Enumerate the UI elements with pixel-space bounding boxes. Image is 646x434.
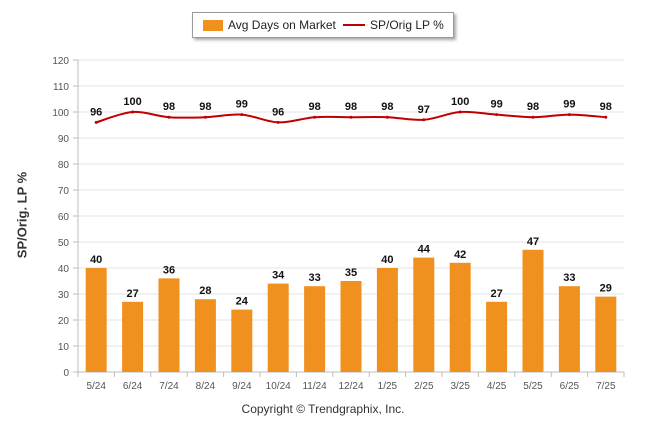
line-point	[349, 115, 353, 119]
line-value-label: 98	[527, 101, 539, 113]
bar	[413, 257, 435, 372]
line-point	[604, 115, 608, 119]
y-tick-label: 120	[52, 56, 69, 67]
line-value-label: 98	[199, 101, 211, 113]
bar	[522, 249, 544, 372]
bar	[194, 299, 216, 372]
x-tick-label: 1/25	[378, 381, 398, 392]
y-tick-label: 100	[52, 108, 69, 119]
x-tick-label: 5/24	[86, 381, 106, 392]
bar-value-label: 34	[272, 270, 285, 282]
x-tick-label: 10/24	[266, 381, 291, 392]
line-point	[313, 115, 317, 119]
bar-value-label: 27	[490, 288, 502, 300]
bar	[340, 281, 362, 372]
line-value-label: 99	[236, 99, 248, 111]
bar	[486, 301, 508, 372]
legend-line-swatch	[343, 24, 365, 26]
line-point	[531, 115, 535, 119]
bar	[158, 278, 180, 372]
line-point	[495, 113, 499, 117]
line-value-label: 97	[418, 104, 430, 116]
line-point	[167, 115, 171, 119]
line-point	[240, 113, 244, 117]
bar-value-label: 27	[126, 288, 138, 300]
line-point	[385, 115, 389, 119]
line-point	[458, 110, 462, 114]
bar	[595, 296, 617, 372]
line-value-label: 98	[381, 101, 393, 113]
bar-value-label: 24	[236, 296, 249, 308]
line-value-label: 96	[90, 106, 102, 118]
bar-value-label: 42	[454, 249, 466, 261]
bar	[304, 286, 326, 372]
line-value-label: 100	[451, 96, 469, 108]
line-value-label: 98	[308, 101, 320, 113]
x-tick-label: 3/25	[450, 381, 470, 392]
bar-value-label: 33	[563, 272, 575, 284]
line-value-label: 98	[163, 101, 175, 113]
line-value-label: 98	[345, 101, 357, 113]
bar	[231, 309, 253, 372]
x-tick-label: 5/25	[523, 381, 543, 392]
x-tick-label: 4/25	[487, 381, 507, 392]
line-value-label: 99	[490, 99, 502, 111]
x-tick-label: 2/25	[414, 381, 434, 392]
y-tick-label: 50	[58, 238, 70, 249]
y-tick-label: 20	[58, 316, 70, 327]
y-tick-label: 40	[58, 264, 70, 275]
x-tick-label: 9/24	[232, 381, 252, 392]
line-point	[276, 120, 280, 124]
bar	[449, 262, 471, 372]
line-value-label: 100	[123, 96, 141, 108]
y-tick-label: 30	[58, 290, 70, 301]
line-value-label: 98	[600, 101, 612, 113]
copyright: Copyright © Trendgraphix, Inc.	[241, 402, 405, 416]
y-tick-label: 10	[58, 342, 70, 353]
line-point	[94, 120, 98, 124]
line-point	[131, 110, 135, 114]
line-point	[203, 115, 207, 119]
y-tick-label: 80	[58, 160, 70, 171]
bar	[558, 286, 580, 372]
line-value-label: 96	[272, 106, 284, 118]
x-tick-label: 7/25	[596, 381, 616, 392]
bar-value-label: 35	[345, 267, 357, 279]
bar-value-label: 40	[90, 254, 102, 266]
y-tick-label: 60	[58, 212, 70, 223]
legend-bar-swatch	[203, 20, 223, 31]
y-tick-label: 70	[58, 186, 70, 197]
x-tick-label: 7/24	[159, 381, 179, 392]
legend: Avg Days on Market SP/Orig LP %	[192, 12, 454, 38]
y-tick-label: 0	[63, 368, 69, 379]
y-tick-label: 90	[58, 134, 70, 145]
bar	[122, 301, 144, 372]
y-tick-label: 110	[53, 82, 69, 93]
bar	[85, 268, 107, 372]
x-tick-label: 6/25	[560, 381, 580, 392]
x-tick-label: 12/24	[338, 381, 363, 392]
legend-bar-label: Avg Days on Market	[228, 18, 336, 32]
x-tick-label: 6/24	[123, 381, 143, 392]
bar-value-label: 28	[199, 285, 211, 297]
bar-value-label: 47	[527, 236, 539, 248]
x-tick-label: 8/24	[196, 381, 216, 392]
x-tick-label: 11/24	[302, 381, 327, 392]
line-value-label: 99	[563, 99, 575, 111]
bar-value-label: 44	[418, 244, 431, 256]
line-point	[422, 118, 426, 122]
bar-value-label: 33	[308, 272, 320, 284]
line-point	[567, 113, 571, 117]
bar-value-label: 36	[163, 264, 175, 276]
bar	[267, 283, 289, 372]
bar	[376, 268, 398, 372]
bar-value-label: 40	[381, 254, 393, 266]
legend-line-label: SP/Orig LP %	[370, 18, 444, 32]
bar-value-label: 29	[600, 283, 612, 295]
